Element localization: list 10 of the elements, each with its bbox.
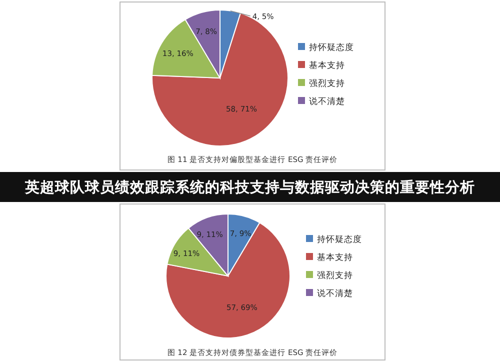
text: 英超球队球员绩效跟踪系统的科技支持与数据驱动决策的重要性分析 (24, 179, 475, 196)
legend-label: 持怀疑态度 (309, 42, 354, 53)
legend-label: 基本支持 (317, 252, 353, 263)
legend-label: 强烈支持 (309, 78, 345, 89)
legend-label: 强烈支持 (317, 270, 353, 281)
legend-label: 基本支持 (309, 60, 345, 71)
pie-slice (152, 12, 288, 146)
legend-label: 说不清楚 (317, 288, 353, 299)
legend-label: 说不清楚 (309, 96, 345, 107)
legend-label: 持怀疑态度 (317, 234, 362, 245)
